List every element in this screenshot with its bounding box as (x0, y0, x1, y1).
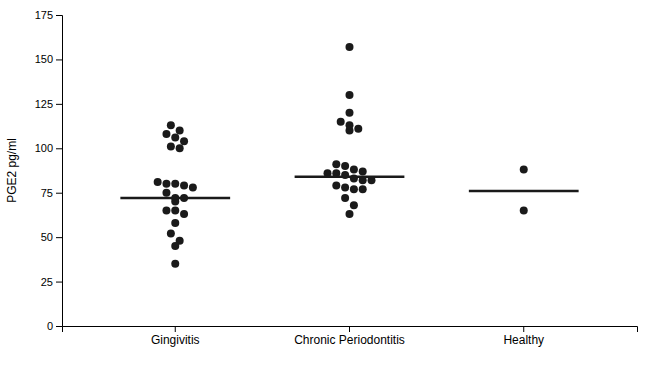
x-tick: Healthy (503, 326, 544, 347)
chart: 0 25 50 75 100 125 150 175 Gingivitis Chronic Per… (0, 0, 657, 366)
y-tick-mark (56, 193, 62, 194)
point (162, 130, 170, 138)
point (337, 118, 345, 126)
y-tick-mark (56, 104, 62, 105)
y-tick: 25 (41, 276, 62, 288)
point (162, 189, 170, 197)
y-tick: 75 (41, 187, 62, 199)
point (180, 182, 188, 190)
point (520, 166, 528, 174)
point (171, 260, 179, 268)
median-line (295, 175, 405, 178)
point (346, 109, 354, 117)
y-tick: 175 (35, 9, 62, 21)
y-tick-label: 75 (41, 187, 53, 199)
point (359, 167, 367, 175)
point (171, 206, 179, 214)
plot: 0 25 50 75 100 125 150 175 Gingivitis Chronic Per… (35, 9, 638, 347)
point (341, 194, 349, 202)
y-tick-label: 150 (35, 53, 53, 65)
y-tick-label: 0 (47, 320, 53, 332)
y-axis-title: PGE2 pg/ml (5, 138, 19, 203)
point (341, 162, 349, 170)
point (167, 143, 175, 151)
x-tick-mark (349, 326, 350, 332)
y-tick-label: 50 (41, 231, 53, 243)
point (176, 127, 184, 135)
point (350, 185, 358, 193)
point (359, 185, 367, 193)
point (171, 242, 179, 250)
point (350, 201, 358, 209)
x-tick-label: Chronic Periodontitis (294, 333, 405, 347)
point (332, 182, 340, 190)
y-tick-label: 100 (35, 142, 53, 154)
x-tick-label: Gingivitis (151, 333, 200, 347)
x-tick: Chronic Periodontitis (294, 326, 405, 347)
point (189, 183, 197, 191)
point (162, 180, 170, 188)
point (154, 178, 162, 186)
x-tick: Gingivitis (151, 326, 200, 347)
y-tick-mark (56, 59, 62, 60)
point (171, 219, 179, 227)
x-tick-label: Healthy (503, 333, 544, 347)
point (350, 166, 358, 174)
point (162, 206, 170, 214)
point (167, 121, 175, 129)
median-line (120, 197, 230, 200)
marks (120, 43, 578, 268)
y-tick-label: 125 (35, 98, 53, 110)
y-tick: 150 (35, 53, 62, 65)
y-axis-line (56, 16, 63, 327)
y-tick: 0 (47, 320, 62, 332)
y-axis: 0 25 50 75 100 125 150 175 (35, 9, 63, 332)
y-tick-mark (56, 237, 62, 238)
point (176, 144, 184, 152)
point (180, 210, 188, 218)
point (346, 91, 354, 99)
y-tick-mark (56, 15, 62, 16)
y-tick: 100 (35, 142, 62, 154)
point (171, 134, 179, 142)
point (171, 180, 179, 188)
point (341, 183, 349, 191)
y-tick-label: 175 (35, 9, 53, 21)
y-tick: 125 (35, 98, 62, 110)
y-tick-mark (56, 148, 62, 149)
point (167, 230, 175, 238)
y-tick-mark (56, 326, 62, 327)
y-tick: 50 (41, 231, 62, 243)
x-tick-mark (175, 326, 176, 332)
x-axis-line (63, 327, 638, 333)
x-axis: Gingivitis Chronic Periodontitis Healthy (63, 326, 638, 347)
point (332, 160, 340, 168)
median-line (469, 190, 579, 193)
y-tick-label: 25 (41, 276, 53, 288)
point (180, 137, 188, 145)
point (346, 210, 354, 218)
point (346, 43, 354, 51)
x-tick-mark (523, 326, 524, 332)
y-tick-mark (56, 282, 62, 283)
point (346, 121, 354, 129)
point (354, 125, 362, 133)
point (520, 206, 528, 214)
